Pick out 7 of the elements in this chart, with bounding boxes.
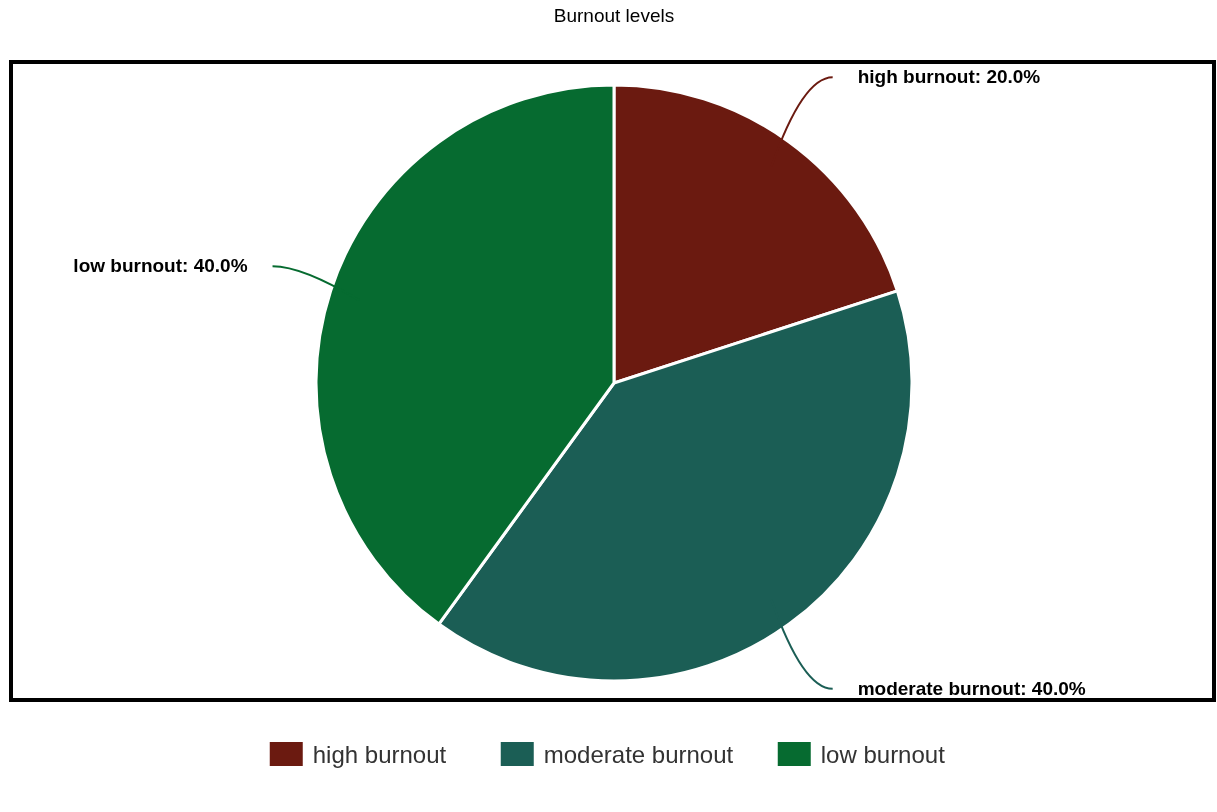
data-label: high burnout: 20.0% bbox=[857, 66, 1041, 88]
data-label: low burnout: 40.0% bbox=[73, 255, 248, 277]
legend-label: low burnout bbox=[820, 741, 946, 768]
data-label: moderate burnout: 40.0% bbox=[857, 677, 1086, 699]
legend-label: moderate burnout bbox=[543, 741, 734, 768]
legend-label: high burnout bbox=[312, 741, 447, 768]
chart-title: Burnout levels bbox=[553, 5, 675, 26]
